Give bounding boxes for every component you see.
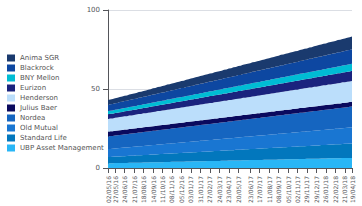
svg-text:Blackrock: Blackrock: [20, 64, 55, 72]
svg-text:100: 100: [87, 6, 100, 14]
svg-text:21/03/18: 21/03/18: [341, 176, 348, 203]
svg-text:31/01/17: 31/01/17: [197, 176, 204, 203]
svg-text:Julius Baer: Julius Baer: [19, 104, 57, 112]
svg-text:02/11/17: 02/11/17: [294, 176, 301, 203]
svg-text:Anima SGR: Anima SGR: [20, 54, 59, 62]
svg-text:03/01/17: 03/01/17: [187, 176, 194, 203]
svg-text:17/07/17: 17/07/17: [256, 176, 263, 203]
svg-text:Nordea: Nordea: [20, 114, 45, 122]
svg-text:Standard Life: Standard Life: [20, 134, 67, 142]
svg-text:BNY Mellon: BNY Mellon: [20, 74, 60, 82]
svg-text:0: 0: [96, 164, 100, 172]
svg-text:05/10/17: 05/10/17: [285, 176, 292, 203]
svg-text:50: 50: [91, 85, 100, 93]
svg-text:29/11/17: 29/11/17: [303, 176, 310, 203]
svg-text:21/07/16: 21/07/16: [131, 176, 138, 203]
svg-text:08/11/16: 08/11/16: [168, 176, 175, 203]
svg-text:08/09/17: 08/09/17: [275, 176, 282, 203]
svg-text:19/04/18: 19/04/18: [349, 176, 356, 203]
svg-text:23/06/17: 23/06/17: [247, 176, 254, 203]
svg-text:20/05/17: 20/05/17: [235, 176, 242, 203]
svg-text:27/05/16: 27/05/16: [112, 176, 119, 203]
svg-text:29/12/17: 29/12/17: [313, 176, 320, 203]
svg-text:18/08/16: 18/08/16: [140, 176, 147, 203]
svg-text:26/01/18: 26/01/18: [322, 176, 329, 203]
svg-text:24/03/17: 24/03/17: [216, 176, 223, 203]
svg-text:24/06/16: 24/06/16: [121, 176, 128, 203]
svg-text:14/09/16: 14/09/16: [150, 176, 157, 203]
svg-text:11/08/17: 11/08/17: [266, 176, 273, 203]
svg-text:11/10/16: 11/10/16: [159, 176, 166, 203]
svg-text:05/12/16: 05/12/16: [178, 176, 185, 203]
svg-text:UBP Asset Management: UBP Asset Management: [20, 144, 104, 152]
svg-text:27/02/17: 27/02/17: [206, 176, 213, 203]
svg-text:Eurizon: Eurizon: [20, 84, 46, 92]
svg-text:22/02/18: 22/02/18: [332, 176, 339, 203]
svg-text:Henderson: Henderson: [20, 94, 58, 102]
svg-text:Old Mutual: Old Mutual: [20, 124, 58, 132]
svg-text:02/05/16: 02/05/16: [105, 176, 112, 203]
svg-text:23/04/17: 23/04/17: [225, 176, 232, 203]
